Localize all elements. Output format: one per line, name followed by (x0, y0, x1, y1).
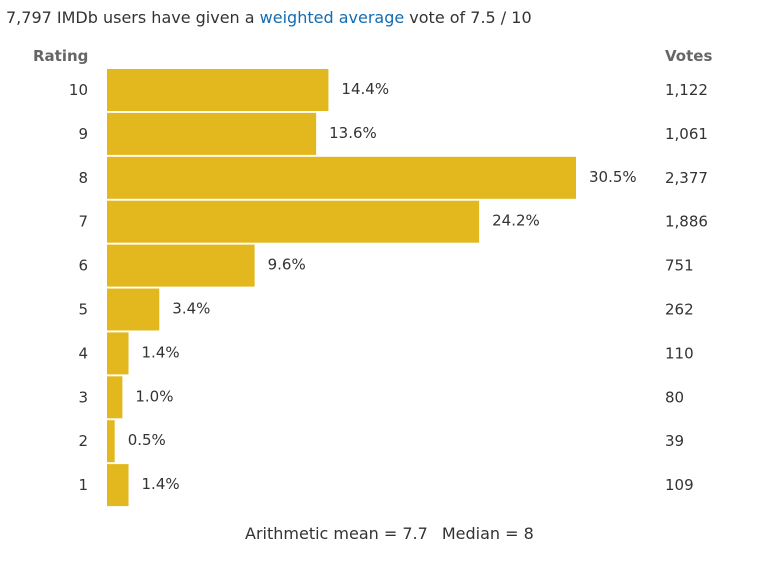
summary-text-after: vote of 7.5 / 10 (404, 8, 532, 27)
percent-label-1: 1.4% (142, 475, 180, 493)
rating-label-6: 6 (78, 257, 88, 275)
rating-summary: 7,797 IMDb users have given a weighted a… (6, 8, 532, 27)
rating-bar-1 (107, 464, 129, 507)
stats-footer: Arithmetic mean = 7.7 Median = 8 (245, 524, 534, 543)
percent-label-3: 1.0% (135, 387, 173, 405)
votes-count-4: 110 (665, 344, 694, 362)
median: Median = 8 (441, 524, 534, 543)
rating-bar-10 (107, 69, 329, 111)
summary-text-before: 7,797 IMDb users have given a (6, 8, 260, 27)
arithmetic-mean: Arithmetic mean = 7.7 (245, 524, 428, 543)
percent-label-2: 0.5% (128, 431, 166, 449)
rating-bar-3 (107, 376, 123, 419)
votes-count-1: 109 (665, 476, 694, 494)
rating-label-3: 3 (78, 388, 88, 406)
percent-label-9: 13.6% (329, 124, 377, 142)
weighted-average-link[interactable]: weighted average (259, 8, 405, 27)
rating-bar-6 (107, 244, 255, 287)
percent-label-8: 30.5% (589, 168, 637, 186)
votes-count-7: 1,886 (665, 213, 708, 231)
rating-label-10: 10 (69, 81, 88, 99)
rating-label-8: 8 (78, 169, 88, 187)
votes-count-10: 1,122 (665, 81, 708, 99)
rating-label-2: 2 (78, 432, 88, 450)
votes-count-8: 2,377 (665, 169, 708, 187)
rating-bar-4 (107, 332, 129, 375)
rating-label-5: 5 (78, 301, 88, 319)
votes-count-3: 80 (665, 388, 684, 406)
votes-count-9: 1,061 (665, 125, 708, 143)
votes-column-header: Votes (665, 47, 713, 65)
rating-bar-5 (107, 288, 160, 331)
percent-label-10: 14.4% (341, 80, 389, 98)
rating-label-7: 7 (78, 213, 88, 231)
rating-column-header: Rating (33, 47, 89, 65)
percent-label-5: 3.4% (172, 300, 210, 318)
rating-label-9: 9 (78, 125, 88, 143)
rating-label-1: 1 (78, 476, 88, 494)
votes-count-6: 751 (665, 257, 694, 275)
rating-bar-2 (107, 420, 115, 463)
rating-label-4: 4 (78, 344, 88, 362)
rating-bar-7 (107, 200, 480, 243)
rating-bar-9 (107, 112, 317, 155)
rating-bar-8 (107, 156, 576, 199)
percent-label-6: 9.6% (268, 256, 306, 274)
percent-label-4: 1.4% (142, 343, 180, 361)
votes-count-5: 262 (665, 301, 694, 319)
votes-count-2: 39 (665, 432, 684, 450)
percent-label-7: 24.2% (492, 212, 540, 230)
